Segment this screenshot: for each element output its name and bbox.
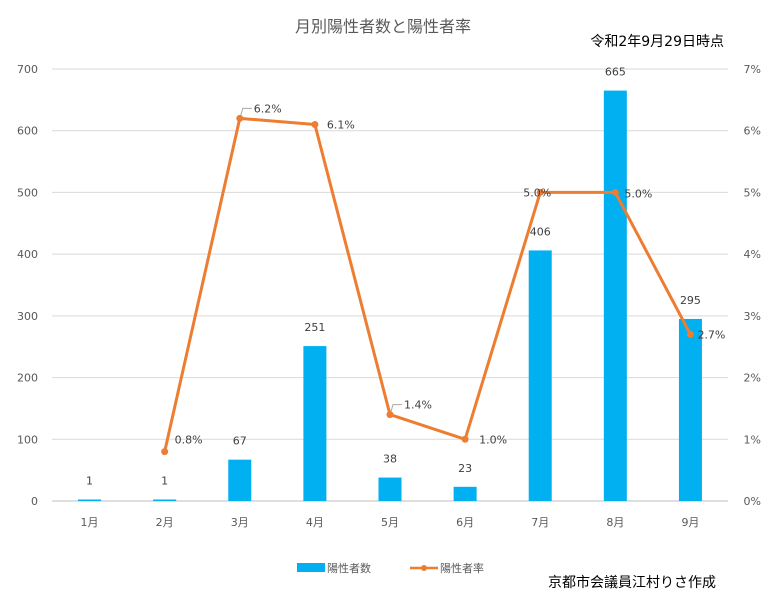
bar-data-label: 1 <box>86 475 93 488</box>
bar <box>78 499 102 501</box>
chart-title: 月別陽性者数と陽性者率 <box>295 17 471 36</box>
bar-data-label: 23 <box>458 462 472 475</box>
x-tick-label: 6月 <box>456 516 474 529</box>
y-right-tick-label: 5% <box>744 186 761 199</box>
rate-point <box>386 411 394 419</box>
y-left-tick-label: 300 <box>17 310 38 323</box>
x-tick-label: 4月 <box>306 516 324 529</box>
leader-line <box>390 404 402 412</box>
bar-data-label: 67 <box>233 435 247 448</box>
y-left-tick-label: 600 <box>17 125 38 138</box>
axes: 0 100 200 300 400 500 600 700 0% 1% 2% 3% 4% 5% 6% 7% 1月… <box>17 63 761 529</box>
bar-data-label: 1 <box>161 475 168 488</box>
rate-point <box>311 121 319 129</box>
y-right-tick-label: 1% <box>744 433 761 446</box>
bar <box>603 90 627 501</box>
x-tick-label: 5月 <box>381 516 399 529</box>
legend-line-marker <box>421 565 427 571</box>
bar <box>303 346 327 501</box>
y-right-tick-label: 0% <box>744 495 761 508</box>
y-left-tick-label: 100 <box>17 433 38 446</box>
legend-bar-swatch <box>297 563 325 572</box>
x-tick-label: 7月 <box>531 516 549 529</box>
rate-point <box>236 114 244 122</box>
rate-point <box>686 330 694 338</box>
rate-line <box>163 116 692 452</box>
bar <box>153 499 177 501</box>
credit-note: 京都市会議員江村りさ作成 <box>548 574 716 591</box>
rate-point <box>611 188 619 196</box>
bar <box>228 459 252 501</box>
y-right-tick-label: 2% <box>744 372 761 385</box>
x-tick-label: 1月 <box>81 516 99 529</box>
leader-line <box>240 107 252 116</box>
line-data-label: 5.0% <box>523 186 551 199</box>
line-data-label: 0.8% <box>175 434 203 447</box>
y-right-tick-label: 4% <box>744 248 761 261</box>
y-left-tick-label: 500 <box>17 186 38 199</box>
bar <box>378 477 402 501</box>
rate-point <box>536 188 544 196</box>
chart-subtitle-date: 令和2年9月29日時点 <box>590 34 724 50</box>
y-left-tick-label: 200 <box>17 372 38 385</box>
line-data-label: 1.4% <box>404 399 432 412</box>
line-series <box>161 114 694 456</box>
line-data-label: 5.0% <box>624 187 652 200</box>
y-left-tick-label: 400 <box>17 248 38 261</box>
x-tick-label: 9月 <box>681 516 699 529</box>
rate-point <box>461 435 469 443</box>
y-right-tick-label: 7% <box>744 63 761 76</box>
bar <box>453 486 477 501</box>
bar-data-label: 665 <box>605 66 626 79</box>
bar-data-label: 38 <box>383 453 397 466</box>
rate-point <box>161 448 169 456</box>
x-tick-label: 2月 <box>156 516 174 529</box>
legend: 陽性者数 陽性者率 <box>297 561 484 575</box>
bar-data-label: 406 <box>530 225 551 238</box>
legend-bar-label: 陽性者数 <box>327 561 371 575</box>
line-data-label: 6.2% <box>254 102 282 115</box>
bar-data-label: 295 <box>680 294 701 307</box>
y-left-tick-label: 0 <box>31 495 38 508</box>
x-tick-label: 3月 <box>231 516 249 529</box>
bar <box>678 318 702 501</box>
bar-data-label: 251 <box>304 321 325 334</box>
y-right-tick-label: 3% <box>744 310 761 323</box>
y-left-tick-label: 700 <box>17 63 38 76</box>
line-data-label: 2.7% <box>697 328 725 341</box>
bar <box>528 250 552 501</box>
data-labels: 1 1 67 251 38 23 406 665 295 0.8% 6.2% 6.1% 1.4% 1.0%… <box>86 66 725 488</box>
x-tick-label: 8月 <box>606 516 624 529</box>
y-right-tick-label: 6% <box>744 125 761 138</box>
line-data-label: 1.0% <box>479 433 507 446</box>
line-data-label: 6.1% <box>327 119 355 132</box>
gridlines <box>52 68 728 502</box>
legend-line-label: 陽性者率 <box>440 561 484 575</box>
